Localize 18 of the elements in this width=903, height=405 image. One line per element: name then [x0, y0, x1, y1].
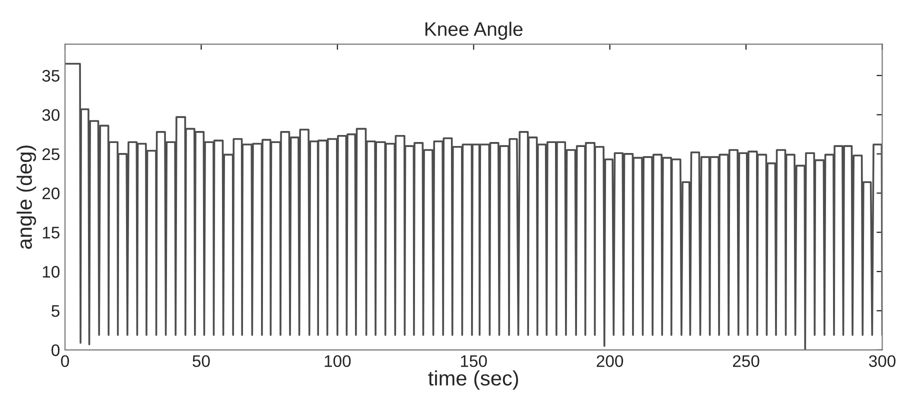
x-tick-label: 250 — [732, 355, 760, 368]
x-tick-label: 0 — [61, 355, 69, 368]
y-tick-label: 30 — [42, 109, 60, 121]
x-tick-label: 200 — [596, 355, 624, 368]
x-tick-label: 100 — [324, 355, 351, 368]
y-tick-label: 0 — [52, 344, 60, 356]
y-tick-label: 10 — [42, 266, 60, 278]
y-tick-label: 20 — [42, 188, 60, 200]
y-tick-label: 25 — [42, 148, 60, 160]
y-tick-label: 35 — [42, 70, 60, 82]
x-tick-label: 50 — [192, 355, 210, 368]
y-axis-title: angle (deg) — [16, 146, 36, 249]
x-axis-title: time (sec) — [428, 370, 518, 390]
y-tick-label: 15 — [42, 226, 60, 239]
y-tick-label: 5 — [52, 305, 60, 317]
chart-title: Knee Angle — [425, 22, 522, 40]
x-tick-label: 150 — [460, 355, 487, 368]
x-tick-label: 300 — [868, 355, 896, 368]
